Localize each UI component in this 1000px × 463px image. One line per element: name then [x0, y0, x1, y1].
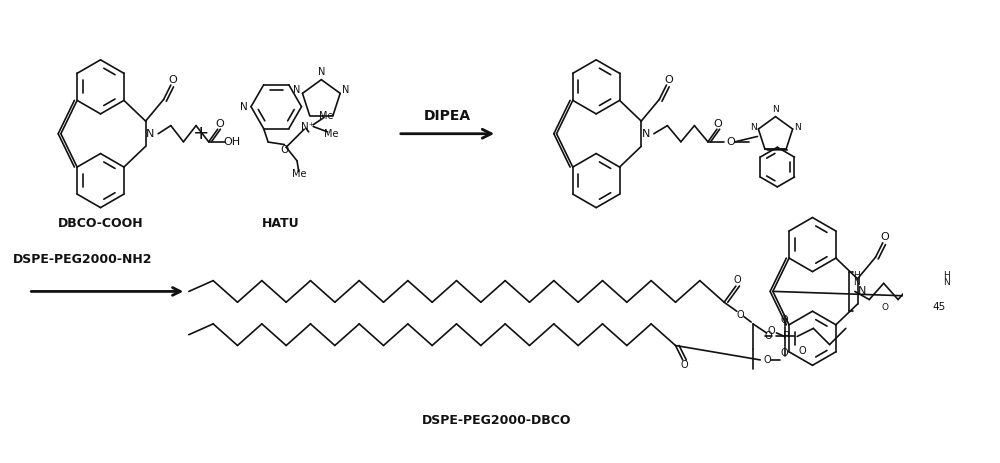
Text: O: O [737, 310, 744, 320]
Text: OH: OH [224, 137, 241, 147]
Text: O: O [781, 315, 788, 325]
Text: O: O [880, 232, 889, 242]
Text: H: H [853, 271, 860, 280]
Text: O: O [168, 75, 177, 85]
Text: O: O [764, 355, 771, 365]
Text: +: + [193, 124, 210, 143]
Text: O: O [215, 119, 224, 129]
Text: N: N [943, 278, 950, 287]
Text: H: H [943, 271, 950, 280]
Text: HATU: HATU [262, 217, 300, 230]
Text: O: O [713, 119, 722, 129]
Text: 45: 45 [933, 302, 946, 312]
Text: O: O [726, 137, 735, 147]
Text: O: O [767, 326, 775, 336]
Text: O: O [882, 303, 889, 312]
Text: N: N [240, 102, 248, 112]
Text: N: N [772, 105, 779, 114]
Text: DSPE-PEG2000-DBCO: DSPE-PEG2000-DBCO [422, 414, 572, 427]
Text: O: O [280, 145, 288, 155]
Text: DSPE-PEG2000-NH2: DSPE-PEG2000-NH2 [13, 253, 152, 266]
Text: P: P [783, 332, 790, 342]
Text: O: O [681, 360, 688, 370]
Text: O: O [664, 75, 673, 85]
Text: O: O [764, 332, 772, 342]
Text: N⁺: N⁺ [301, 121, 314, 131]
Text: Me: Me [324, 129, 338, 139]
Text: Me: Me [319, 111, 333, 121]
Text: O: O [799, 346, 806, 356]
Text: N: N [858, 287, 866, 296]
Text: DIPEA: DIPEA [424, 109, 471, 123]
Text: N: N [146, 129, 154, 139]
Text: N: N [750, 123, 757, 132]
Text: Me: Me [292, 169, 306, 179]
Text: N: N [318, 68, 325, 77]
Text: N: N [293, 85, 301, 95]
Text: N: N [853, 278, 860, 287]
Text: N: N [794, 123, 801, 132]
Text: DBCO-COOH: DBCO-COOH [58, 217, 143, 230]
Text: N: N [642, 129, 650, 139]
Text: O: O [734, 275, 741, 285]
Text: O: O [781, 348, 788, 358]
Text: N: N [342, 85, 349, 95]
